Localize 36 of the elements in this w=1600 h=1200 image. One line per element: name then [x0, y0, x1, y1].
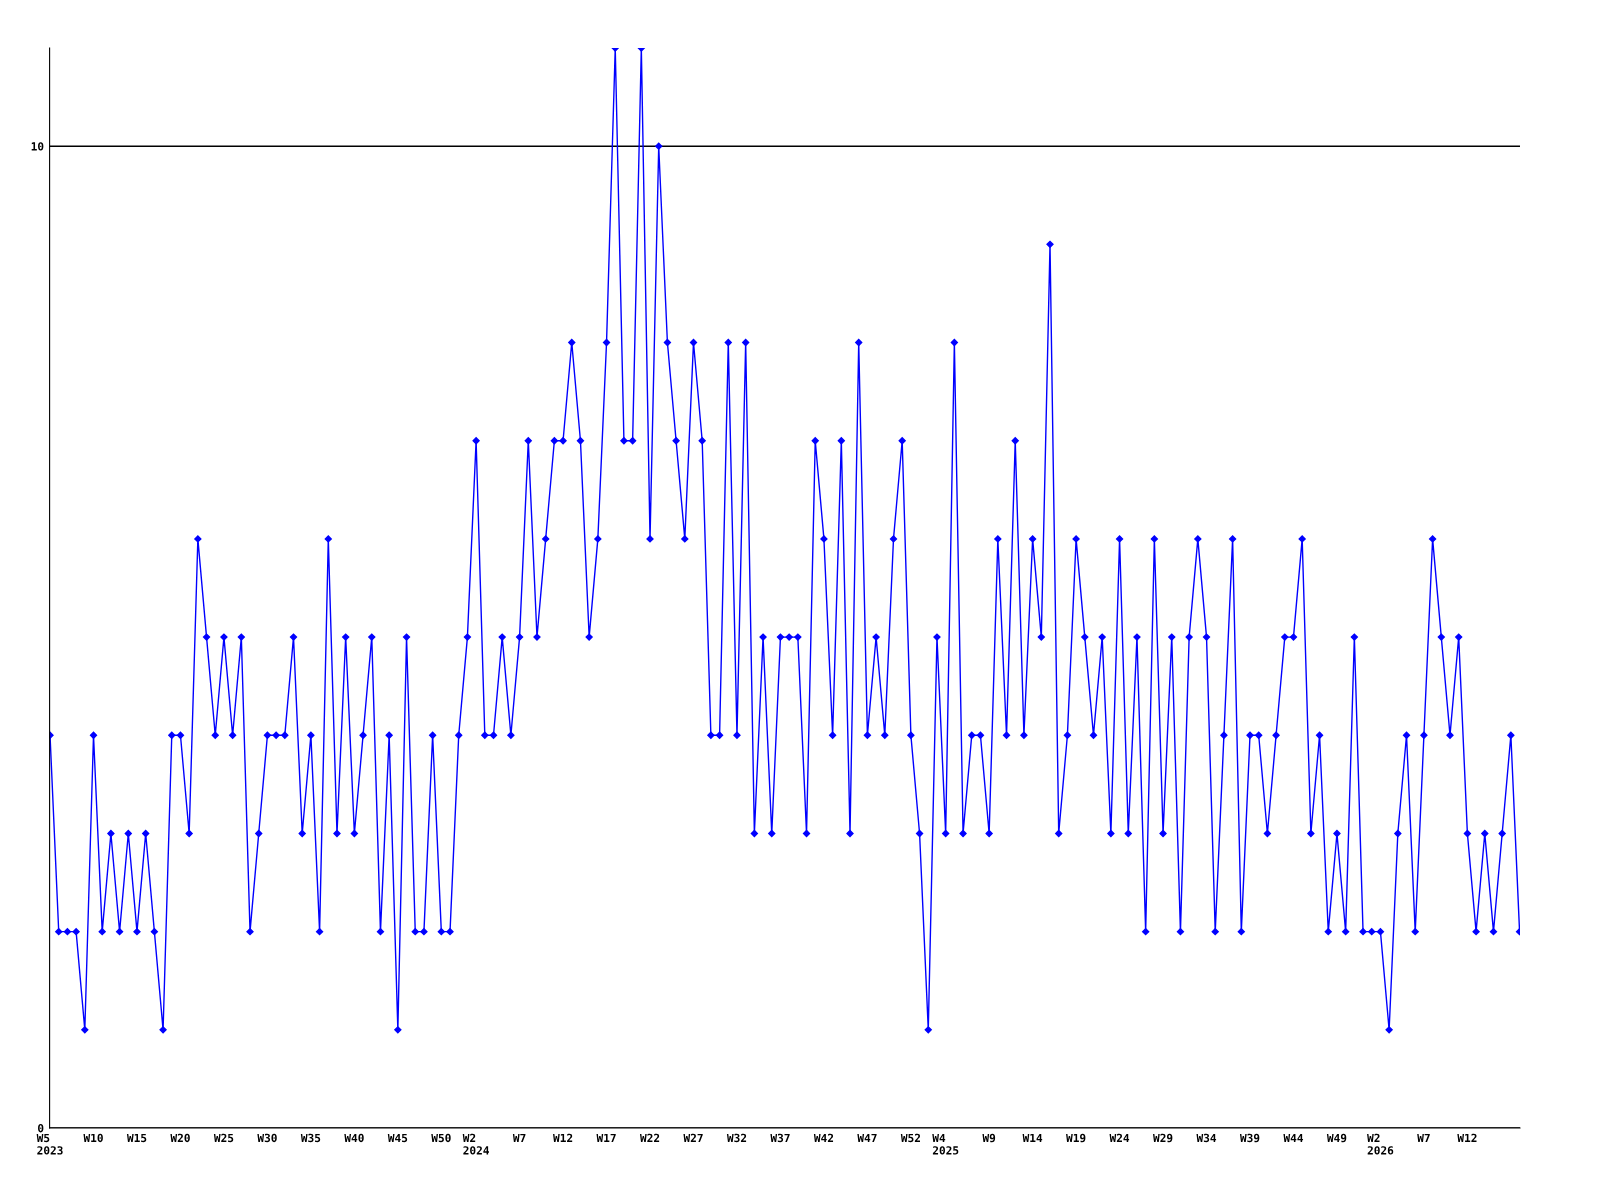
x-tick-label: W7 — [1417, 1133, 1430, 1142]
x-tick-label: W29 — [1153, 1133, 1173, 1143]
x-tick-label: W12 — [553, 1133, 573, 1142]
x-tick-label: W10 — [83, 1133, 103, 1143]
x-tick-label: W17 — [596, 1133, 616, 1142]
x-tick-label: W45 — [387, 1133, 408, 1143]
x-tick-label: W52 — [900, 1133, 920, 1143]
x-tick-label: W2 2026 — [1367, 1133, 1394, 1155]
x-tick-label: W39 — [1239, 1133, 1260, 1143]
x-tick-label: W37 — [770, 1133, 790, 1143]
x-tick-label: W27 — [683, 1133, 703, 1142]
x-tick-label: W5 2023 — [36, 1133, 63, 1155]
x-tick-label: W34 — [1196, 1133, 1217, 1143]
y-tick-label: 0 — [38, 1123, 44, 1133]
x-tick-label: W32 — [726, 1133, 747, 1143]
x-tick-label: W35 — [300, 1133, 321, 1143]
x-tick-label: W14 — [1022, 1133, 1043, 1142]
x-tick-label: W24 — [1109, 1133, 1130, 1142]
x-tick-label: W12 — [1457, 1133, 1477, 1142]
x-tick-label: W44 — [1283, 1133, 1304, 1142]
x-tick-label: W30 — [257, 1133, 277, 1143]
x-tick-label: W20 — [170, 1133, 190, 1143]
x-tick-label: W42 — [813, 1133, 834, 1142]
x-tick-label: W2 2024 — [462, 1133, 489, 1155]
y-tick-label: 10 — [31, 142, 44, 151]
x-tick-label: W47 — [857, 1133, 877, 1142]
x-tick-label: W49 — [1326, 1133, 1347, 1143]
x-tick-label: W50 — [431, 1133, 451, 1143]
x-tick-label: W40 — [344, 1133, 364, 1143]
x-tick-label: W19 — [1066, 1133, 1086, 1143]
x-tick-label: W15 — [126, 1133, 147, 1143]
x-tick-label: W25 — [213, 1133, 234, 1143]
x-tick-label: W9 — [982, 1133, 996, 1143]
x-tick-label: W7 — [512, 1133, 526, 1142]
x-tick-label: W4 2025 — [932, 1133, 959, 1155]
x-tick-label: W22 — [639, 1133, 660, 1142]
